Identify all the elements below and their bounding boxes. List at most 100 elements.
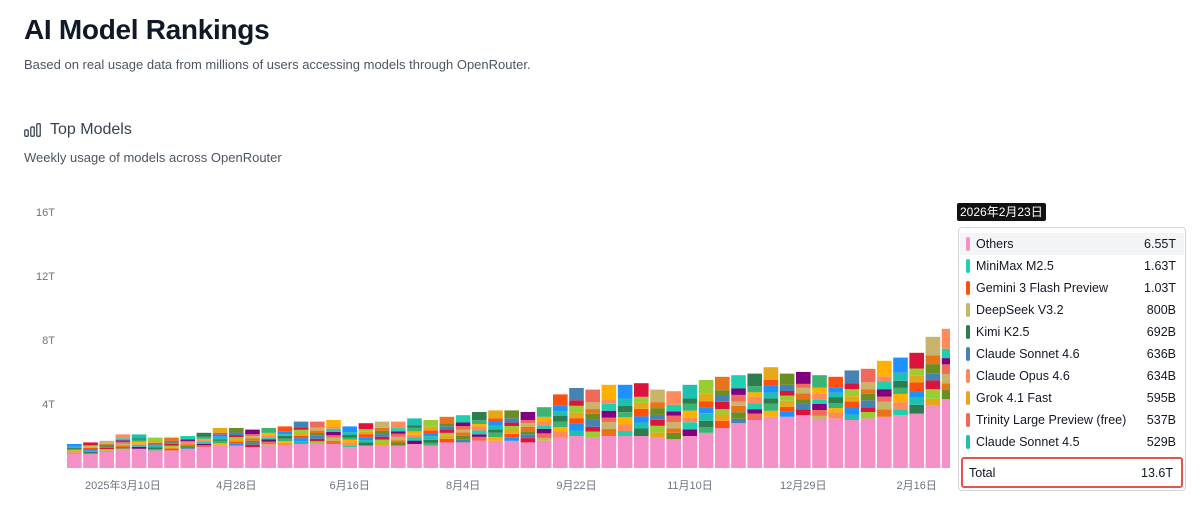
bar-week [115,434,131,468]
bar-week [617,384,633,468]
bar-segment-others [747,420,762,468]
bar-segment [617,424,633,431]
bar-segment [131,443,147,445]
bar-segment [601,429,617,436]
bar-segment [601,403,617,411]
bar-segment [520,423,536,427]
total-label: Total [969,465,996,480]
bar-week [650,389,665,468]
bar-segment [115,446,131,449]
bar-segment [860,389,876,394]
bar-segment [196,445,212,448]
bar-segment [682,384,698,399]
y-tick-label: 4T [42,399,55,411]
bar-segment [925,389,941,399]
bar-segment [650,432,665,438]
bar-segment [796,393,811,400]
bar-segment [796,409,811,416]
bar-segment-others [666,439,681,468]
bar-segment [245,440,260,443]
bar-segment [115,441,131,444]
bar-segment [115,440,131,442]
bar-week [715,376,730,468]
bar-segment [245,438,260,441]
bar-segment-others [472,440,487,468]
bar-segment [828,387,843,393]
bar-segment [374,439,390,443]
bar-week [488,410,503,468]
bar-segment [293,433,309,436]
bar-segment [391,433,406,437]
bar-segment [585,419,600,427]
bar-segment [747,396,762,404]
bar-segment [83,452,98,454]
bar-week [99,440,114,468]
bar-segment-others [504,440,519,468]
bar-segment [99,446,114,448]
bar-segment [83,445,98,447]
bar-segment [828,397,843,404]
bar-segment [277,434,293,436]
bar-week [326,420,341,468]
legend-swatch [966,325,970,339]
bar-segment [488,437,503,441]
page-subtitle: Based on real usage data from millions o… [24,57,531,72]
bar-segment [472,412,487,421]
bar-segment [925,355,941,365]
bar-segment [326,431,341,436]
x-tick-label: 11月10日 [667,480,713,492]
bar-week [536,407,552,468]
tooltip-row: Grok 4.1 Fast 595B [960,387,1184,409]
bar-segment [909,352,924,369]
bar-segment [504,425,519,430]
bar-segment [148,442,163,445]
bar-segment [796,383,811,388]
bar-segment [293,421,309,428]
bar-segment [455,432,471,436]
bar-segment [634,416,649,423]
bar-segment [358,442,374,446]
bar-segment [682,417,698,423]
bar-segment [650,419,665,426]
tooltip-panel: Others 6.55T MiniMax M2.5 1.63T Gemini 3 Fla… [958,227,1186,491]
bar-segment [326,428,341,432]
bar-segment [569,423,584,431]
bar-segment [358,440,374,443]
bar-segment [180,440,195,443]
bar-segment [747,403,762,410]
bar-segment [601,384,617,400]
bar-segment [779,395,795,401]
bar-segment [293,438,309,442]
x-tick-label: 9月22日 [556,480,596,492]
legend-swatch [966,303,970,317]
x-tick-label: 12月29日 [780,480,826,492]
section-title: Top Models [50,121,132,138]
legend-swatch [966,259,970,273]
bar-segment [472,420,487,424]
section-description: Weekly usage of models across OpenRouter [24,150,282,165]
bar-segment [715,409,730,415]
bar-segment [277,442,293,446]
model-value: 1.03T [1144,281,1176,295]
bar-segment [796,399,811,404]
bar-segment-others [925,405,941,468]
bar-segment [439,435,455,439]
bar-week [698,380,714,468]
bar-segment [342,432,357,436]
bar-segment [731,401,746,406]
bar-segment [229,439,244,442]
bar-segment [634,408,649,417]
bar-segment-others [164,450,179,468]
bar-segment [67,452,82,454]
bar-segment [310,430,325,433]
bar-segment [115,445,131,447]
bar-segment [520,431,536,435]
model-value: 800B [1146,303,1176,317]
bar-segment [666,415,681,422]
bar-segment [617,384,633,399]
bar-segment [844,389,860,397]
bar-segment [115,438,131,441]
bar-segment [131,441,147,444]
bar-segment [634,402,649,409]
bar-segment [731,405,746,413]
